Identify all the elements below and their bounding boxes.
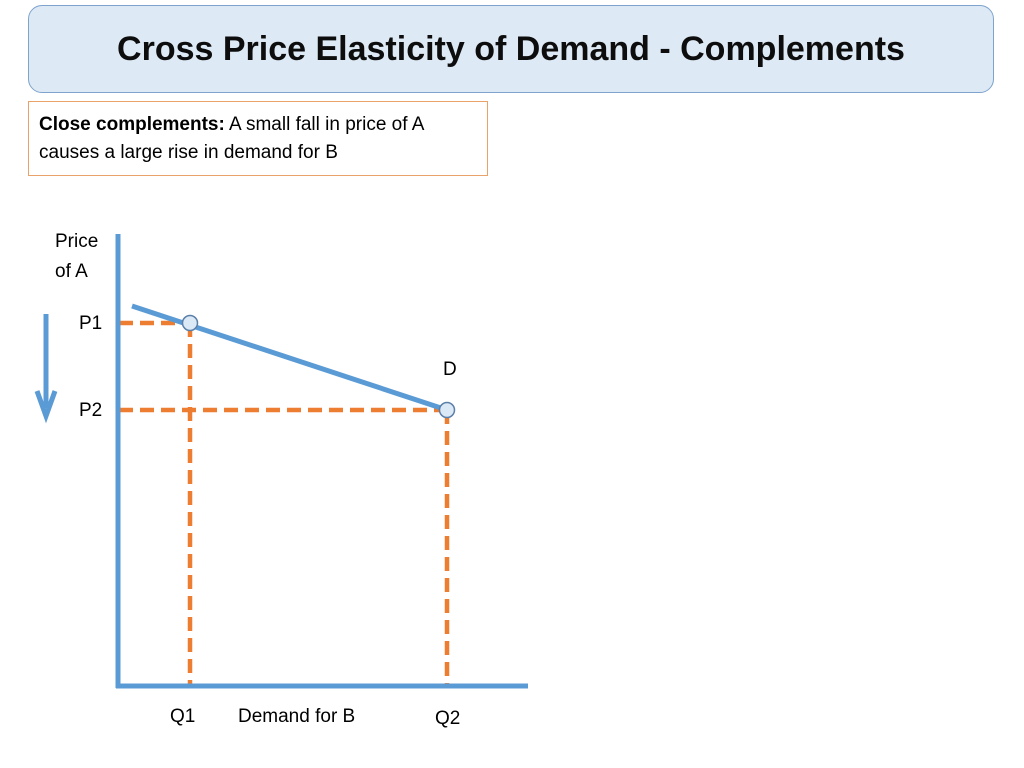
title-banner: Cross Price Elasticity of Demand - Compl…: [28, 5, 994, 93]
y-axis-label-line2: of A: [55, 261, 88, 282]
q2-label: Q2: [435, 708, 460, 729]
curve-label: D: [443, 359, 457, 380]
demand-curve: [131, 303, 448, 413]
p1-label: P1: [79, 313, 102, 334]
q1-label: Q1: [170, 706, 195, 727]
note-bold: Close complements:: [39, 114, 225, 135]
down-arrow-icon: [34, 390, 58, 424]
point-p1-q1: [181, 314, 199, 332]
y-axis-label-line1: Price: [55, 231, 98, 252]
note-text: A small fall in price of A causes a larg…: [39, 114, 424, 163]
note-box: Close complements: A small fall in price…: [28, 101, 488, 176]
point-p2-q2: [438, 401, 456, 419]
slide-title: Cross Price Elasticity of Demand - Compl…: [117, 29, 905, 68]
x-axis-label: Demand for B: [238, 706, 355, 727]
p2-label: P2: [79, 400, 102, 421]
